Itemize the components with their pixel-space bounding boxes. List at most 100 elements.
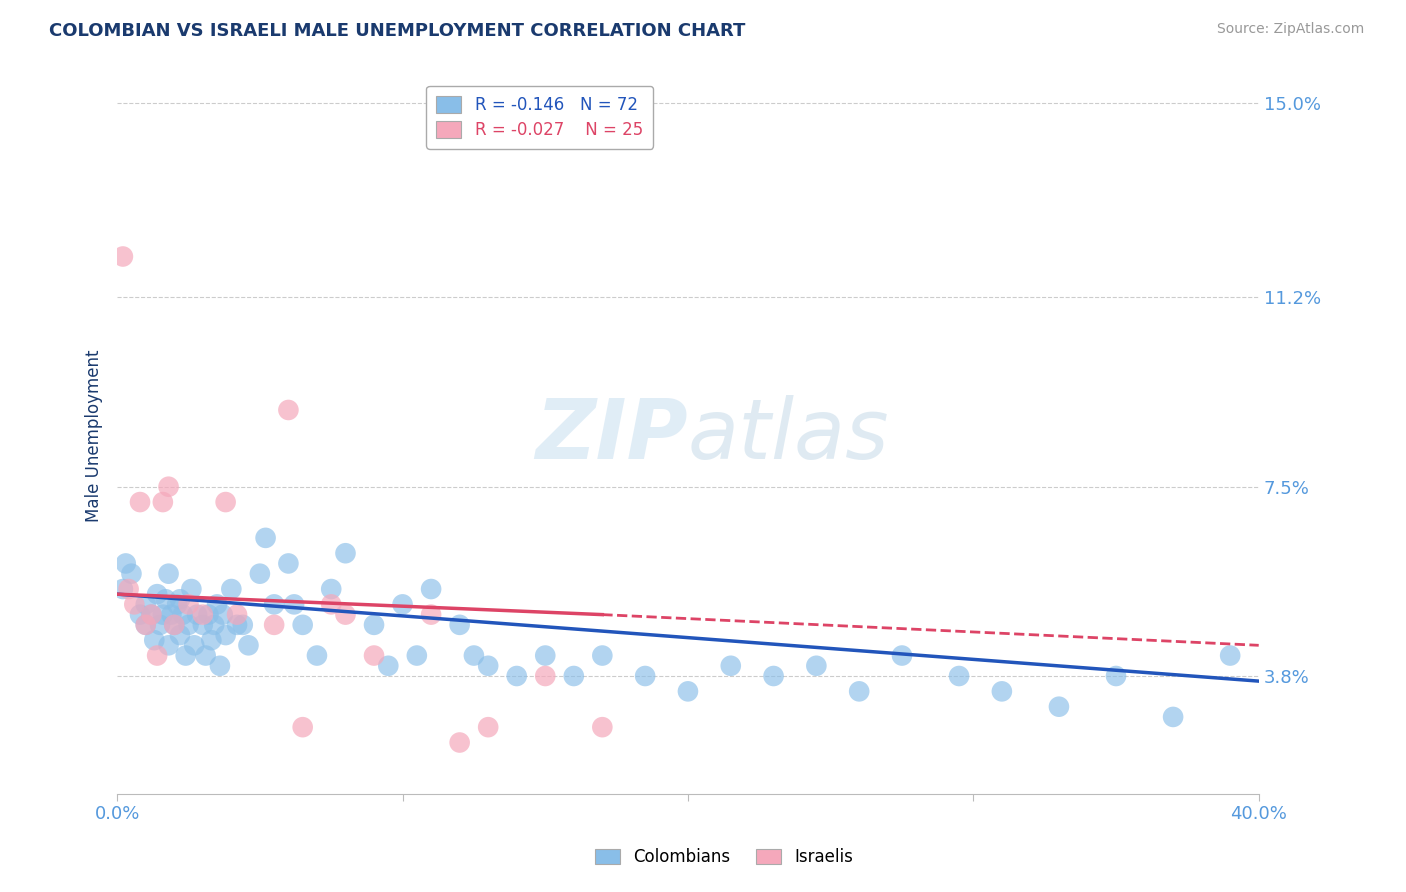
Point — [169, 592, 191, 607]
Point — [420, 607, 443, 622]
Point — [263, 618, 285, 632]
Point — [1105, 669, 1128, 683]
Point — [534, 648, 557, 663]
Point — [135, 618, 157, 632]
Point — [211, 607, 233, 622]
Point — [991, 684, 1014, 698]
Point — [263, 598, 285, 612]
Point — [135, 618, 157, 632]
Point — [1047, 699, 1070, 714]
Point — [114, 557, 136, 571]
Y-axis label: Male Unemployment: Male Unemployment — [86, 350, 103, 522]
Point — [149, 618, 172, 632]
Text: Source: ZipAtlas.com: Source: ZipAtlas.com — [1216, 22, 1364, 37]
Point — [214, 495, 236, 509]
Point — [172, 607, 194, 622]
Point — [194, 648, 217, 663]
Point — [254, 531, 277, 545]
Point — [463, 648, 485, 663]
Point — [420, 582, 443, 596]
Text: atlas: atlas — [688, 395, 890, 476]
Point — [135, 598, 157, 612]
Point — [1219, 648, 1241, 663]
Point — [762, 669, 785, 683]
Point — [291, 618, 314, 632]
Point — [335, 546, 357, 560]
Point — [174, 648, 197, 663]
Point — [363, 618, 385, 632]
Point — [177, 598, 200, 612]
Point — [305, 648, 328, 663]
Point — [477, 658, 499, 673]
Point — [277, 403, 299, 417]
Point — [591, 720, 613, 734]
Point — [191, 607, 214, 622]
Point — [806, 658, 828, 673]
Point — [449, 735, 471, 749]
Point — [163, 618, 186, 632]
Point — [238, 638, 260, 652]
Point — [676, 684, 699, 698]
Point — [152, 607, 174, 622]
Point — [277, 557, 299, 571]
Point — [129, 607, 152, 622]
Point — [200, 633, 222, 648]
Point — [321, 582, 343, 596]
Point — [111, 582, 134, 596]
Point — [363, 648, 385, 663]
Point — [232, 618, 254, 632]
Point — [634, 669, 657, 683]
Point — [534, 669, 557, 683]
Point — [1161, 710, 1184, 724]
Legend: R = -0.146   N = 72, R = -0.027    N = 25: R = -0.146 N = 72, R = -0.027 N = 25 — [426, 86, 652, 149]
Point — [186, 607, 208, 622]
Point — [169, 628, 191, 642]
Point — [562, 669, 585, 683]
Point — [477, 720, 499, 734]
Point — [180, 582, 202, 596]
Point — [891, 648, 914, 663]
Point — [160, 607, 183, 622]
Point — [208, 658, 231, 673]
Point — [129, 495, 152, 509]
Point — [177, 618, 200, 632]
Point — [141, 607, 163, 622]
Point — [152, 495, 174, 509]
Point — [214, 628, 236, 642]
Point — [405, 648, 427, 663]
Point — [449, 618, 471, 632]
Point — [335, 607, 357, 622]
Point — [141, 607, 163, 622]
Point — [143, 633, 166, 648]
Point — [166, 598, 188, 612]
Text: COLOMBIAN VS ISRAELI MALE UNEMPLOYMENT CORRELATION CHART: COLOMBIAN VS ISRAELI MALE UNEMPLOYMENT C… — [49, 22, 745, 40]
Point — [291, 720, 314, 734]
Point — [117, 582, 139, 596]
Point — [124, 598, 146, 612]
Point — [226, 618, 249, 632]
Point — [163, 618, 186, 632]
Point — [720, 658, 742, 673]
Point — [120, 566, 142, 581]
Point — [155, 592, 177, 607]
Text: ZIP: ZIP — [536, 395, 688, 476]
Point — [506, 669, 529, 683]
Point — [948, 669, 970, 683]
Point — [321, 598, 343, 612]
Point — [111, 250, 134, 264]
Point — [591, 648, 613, 663]
Point — [848, 684, 870, 698]
Point — [249, 566, 271, 581]
Point — [377, 658, 399, 673]
Point — [226, 607, 249, 622]
Point — [283, 598, 305, 612]
Point — [221, 582, 243, 596]
Point — [157, 480, 180, 494]
Point — [183, 638, 205, 652]
Point — [157, 638, 180, 652]
Point — [191, 618, 214, 632]
Point — [391, 598, 413, 612]
Legend: Colombians, Israelis: Colombians, Israelis — [589, 842, 859, 873]
Point — [205, 598, 228, 612]
Point — [202, 618, 225, 632]
